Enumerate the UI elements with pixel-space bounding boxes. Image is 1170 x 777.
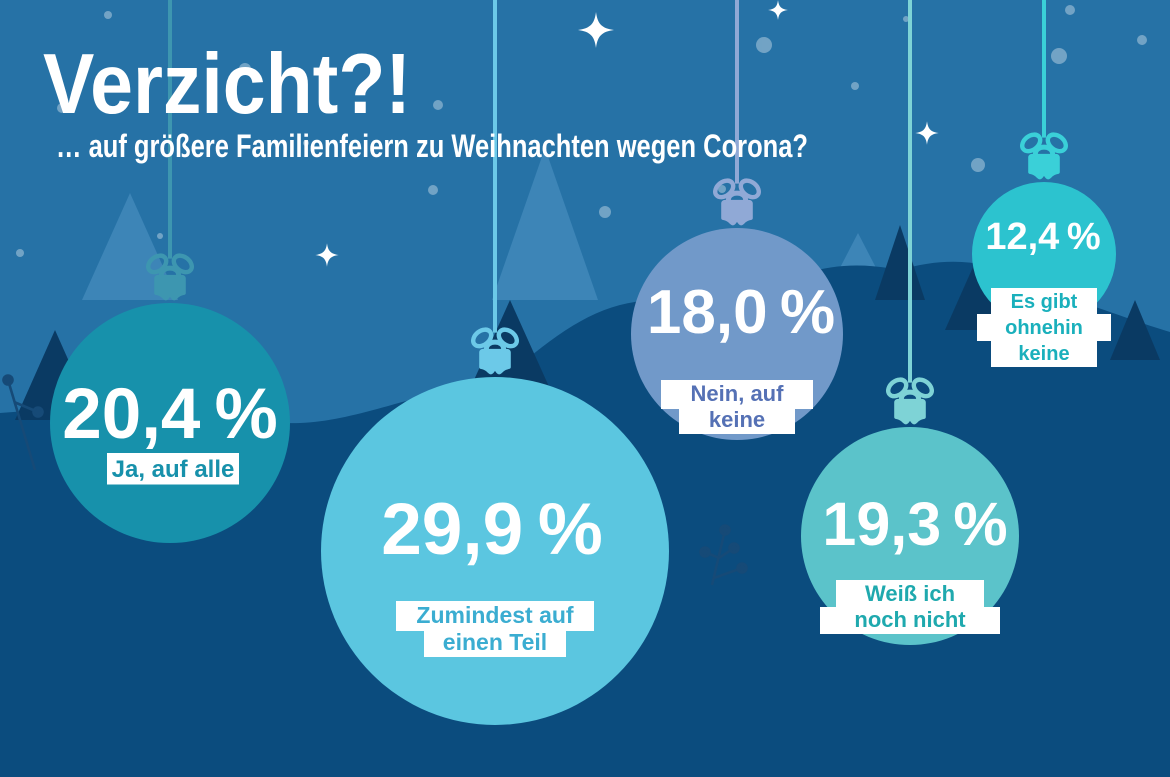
svg-text:Verzicht?!: Verzicht?! xyxy=(43,37,411,132)
svg-text:ohnehin: ohnehin xyxy=(1005,317,1083,339)
svg-text:noch nicht: noch nicht xyxy=(854,607,966,632)
svg-text:Zumindest auf: Zumindest auf xyxy=(416,602,574,628)
svg-text:… auf größere Familienfeiern z: … auf größere Familienfeiern zu Weihnach… xyxy=(56,128,808,164)
svg-text:Nein, auf: Nein, auf xyxy=(691,381,785,406)
svg-text:Weiß ich: Weiß ich xyxy=(865,581,955,606)
svg-text:12,4 %: 12,4 % xyxy=(985,216,1100,258)
svg-text:Es gibt: Es gibt xyxy=(1011,291,1078,313)
svg-text:19,3 %: 19,3 % xyxy=(822,490,1007,558)
svg-text:einen Teil: einen Teil xyxy=(443,629,547,655)
svg-text:18,0 %: 18,0 % xyxy=(647,278,835,347)
svg-text:20,4 %: 20,4 % xyxy=(62,375,278,454)
svg-text:Ja, auf alle: Ja, auf alle xyxy=(112,456,235,483)
svg-text:keine: keine xyxy=(709,407,765,432)
svg-text:keine: keine xyxy=(1018,343,1069,365)
svg-text:29,9 %: 29,9 % xyxy=(381,489,603,570)
